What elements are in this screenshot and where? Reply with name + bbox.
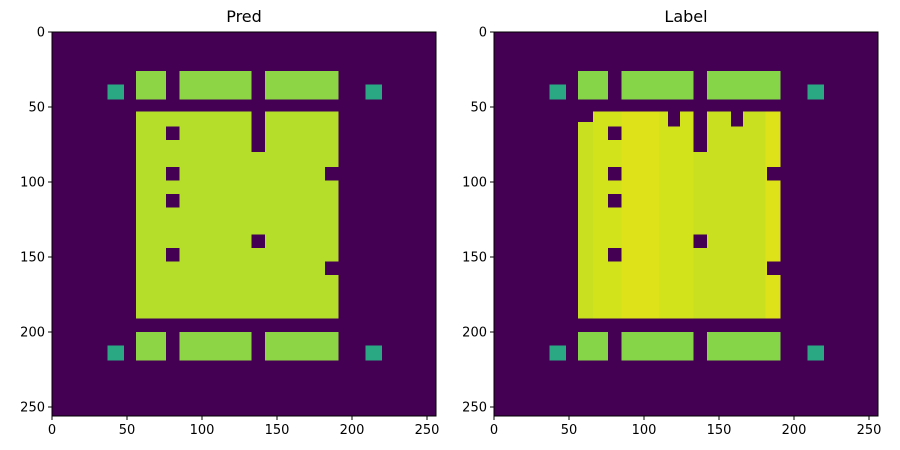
- heatmap-region-top-small-left: [549, 84, 566, 100]
- x-tick-label: 50: [561, 423, 578, 438]
- heatmap-region-top-small-right: [807, 84, 824, 100]
- x-tick-label: 250: [415, 423, 440, 438]
- heatmap-region-bottom-small-left: [549, 345, 566, 361]
- heatmap-region-main-right: [265, 111, 339, 319]
- y-axis: 0 50 100 150 200 250: [20, 26, 52, 416]
- label-heatmap-panel: Label 0 50 100 150 200 250 0 50 100 150 200 250: [462, 7, 881, 438]
- y-tick-label: 100: [20, 176, 45, 191]
- heatmap-region-main-left: [136, 111, 252, 319]
- x-tick-label: 100: [632, 423, 657, 438]
- heatmap-hole: [166, 167, 180, 181]
- heatmap-region-top-block-2: [621, 71, 694, 100]
- y-axis: 0 50 100 150 200 250: [462, 26, 494, 416]
- x-tick-label: 150: [707, 423, 732, 438]
- x-axis: 0 50 100 150 200 250: [490, 416, 882, 438]
- x-tick-label: 200: [782, 423, 807, 438]
- x-tick-label: 50: [119, 423, 136, 438]
- heatmap-hole: [731, 111, 743, 127]
- heatmap-hole: [608, 167, 622, 181]
- heatmap-region-bottom-block-2: [621, 332, 694, 361]
- heatmap-region-bottom-small-left: [107, 345, 124, 361]
- heatmap-region-main-col-4: [659, 111, 694, 319]
- heatmap-region-top-block-3: [707, 71, 781, 100]
- plot-area: [51, 31, 437, 417]
- chart-title: Label: [664, 7, 707, 26]
- heatmap-hole: [166, 248, 180, 262]
- y-tick-label: 50: [28, 101, 45, 116]
- heatmap-region-main-col-6: [707, 111, 766, 319]
- heatmap-region-bottom-block-3: [265, 332, 339, 361]
- y-tick-label: 150: [462, 251, 487, 266]
- heatmap-region-bottom-block-1: [136, 332, 166, 361]
- y-tick-label: 0: [479, 26, 487, 41]
- heatmap-region-top-block-1: [578, 71, 608, 100]
- heatmap-region-bottom-block-2: [179, 332, 252, 361]
- heatmap-hole: [251, 234, 265, 248]
- x-tick-label: 100: [190, 423, 215, 438]
- heatmap-region-bottom-small-right: [365, 345, 382, 361]
- heatmap-region-main-col-7: [765, 111, 781, 319]
- heatmap-hole: [166, 194, 180, 208]
- heatmap-hole: [325, 167, 339, 181]
- x-tick-label: 250: [857, 423, 882, 438]
- heatmap-region-main-col-1: [578, 122, 593, 319]
- x-tick-label: 0: [48, 423, 56, 438]
- y-tick-label: 250: [462, 401, 487, 416]
- plot-area: [493, 31, 879, 417]
- y-tick-label: 0: [37, 26, 45, 41]
- heatmap-region-top-block-3: [265, 71, 339, 100]
- x-tick-label: 150: [265, 423, 290, 438]
- heatmap-hole: [325, 261, 339, 275]
- chart-title: Pred: [226, 7, 262, 26]
- heatmap-region-bottom-small-right: [807, 345, 824, 361]
- x-axis: 0 50 100 150 200 250: [48, 416, 440, 438]
- heatmap-hole: [608, 194, 622, 208]
- y-tick-label: 100: [462, 176, 487, 191]
- pred-heatmap-panel: Pred 0 50 100 150 200 250 0 50 100 150 200 250: [20, 7, 439, 438]
- axes-frame: [51, 31, 437, 417]
- heatmap-region-top-small-right: [365, 84, 382, 100]
- heatmap-hole: [608, 248, 622, 262]
- heatmap-hole: [693, 234, 707, 248]
- heatmap-hole: [767, 261, 781, 275]
- heatmap-region-main-col-3: [621, 111, 659, 319]
- heatmap-hole: [608, 126, 622, 140]
- axes-frame: [493, 31, 879, 417]
- y-tick-label: 250: [20, 401, 45, 416]
- heatmap-region-bottom-block-1: [578, 332, 608, 361]
- x-tick-label: 0: [490, 423, 498, 438]
- heatmap-region-top-small-left: [107, 84, 124, 100]
- heatmap-region-main-col-2: [593, 111, 622, 319]
- x-tick-label: 200: [340, 423, 365, 438]
- heatmap-hole: [166, 126, 180, 140]
- heatmap-region-top-block-1: [136, 71, 166, 100]
- y-tick-label: 150: [20, 251, 45, 266]
- heatmap-hole: [668, 111, 680, 127]
- y-tick-label: 200: [20, 326, 45, 341]
- heatmap-hole: [767, 167, 781, 181]
- y-tick-label: 50: [470, 101, 487, 116]
- y-tick-label: 200: [462, 326, 487, 341]
- heatmap-region-bottom-block-3: [707, 332, 781, 361]
- heatmap-hole: [578, 111, 593, 122]
- heatmap-region-top-block-2: [179, 71, 252, 100]
